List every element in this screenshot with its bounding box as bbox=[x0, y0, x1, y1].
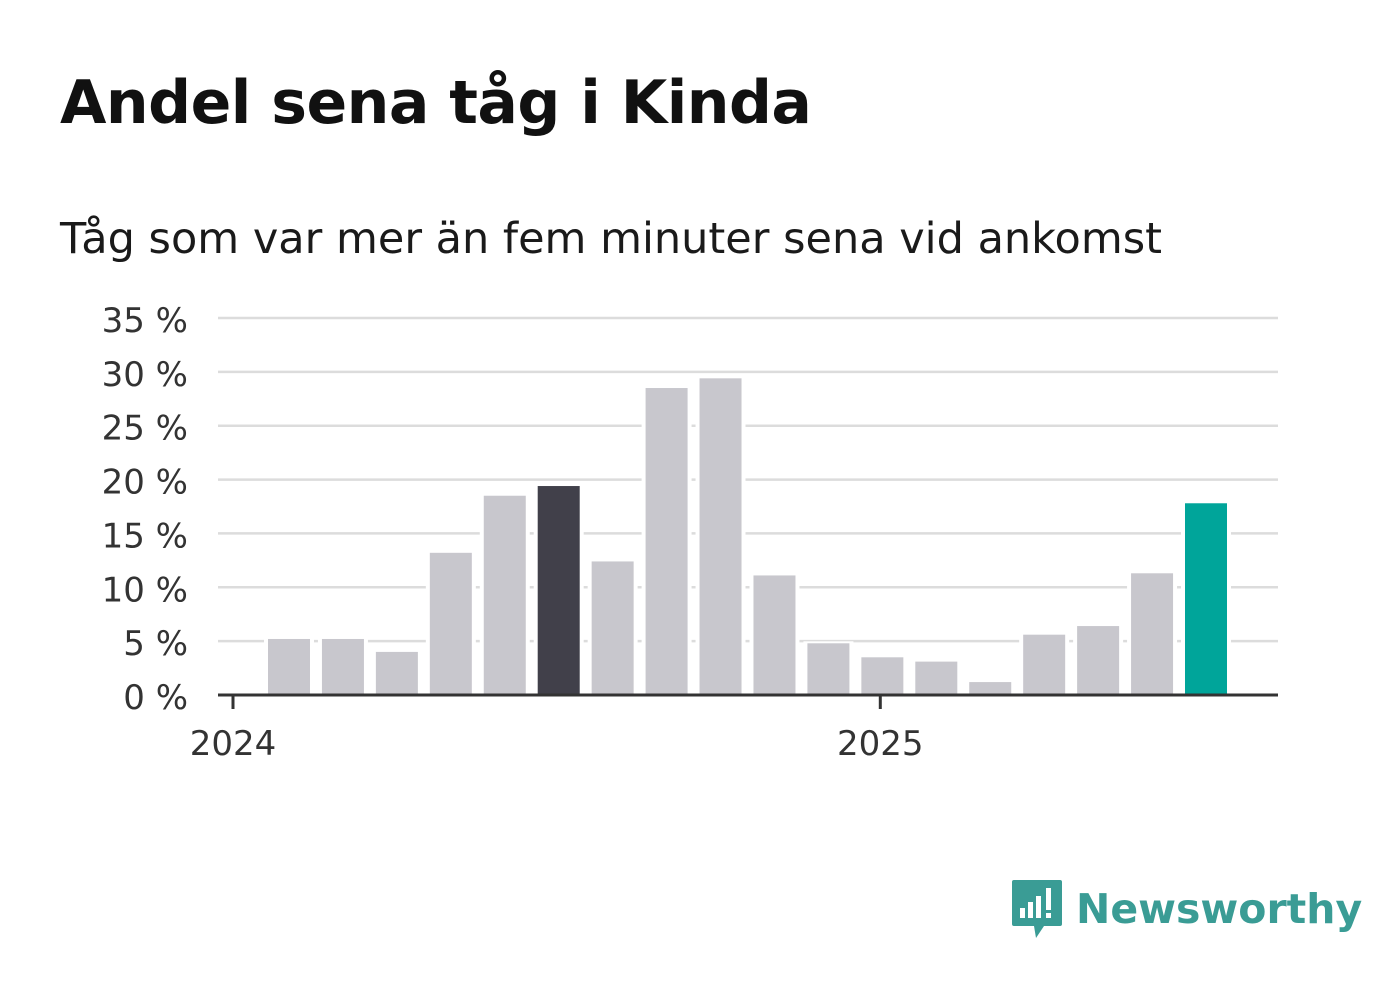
x-axis: 2024 2025 bbox=[190, 693, 1278, 764]
bar bbox=[1131, 573, 1174, 695]
bar bbox=[699, 378, 742, 695]
bar bbox=[429, 552, 472, 695]
y-tick-label: 30 % bbox=[102, 355, 188, 395]
bar bbox=[753, 575, 796, 695]
y-tick-label: 20 % bbox=[102, 463, 188, 503]
brand: Newsworthy bbox=[1010, 878, 1362, 940]
bar bbox=[1185, 503, 1227, 695]
grid-lines bbox=[218, 316, 1278, 643]
y-tick-label: 15 % bbox=[102, 516, 188, 556]
y-tick-label: 35 % bbox=[102, 301, 188, 341]
y-tick-label: 25 % bbox=[102, 409, 188, 449]
bars bbox=[264, 376, 1231, 695]
bar bbox=[375, 651, 418, 695]
newsworthy-logo-icon bbox=[1012, 880, 1062, 938]
bar bbox=[537, 486, 580, 695]
bar bbox=[969, 682, 1012, 695]
bar bbox=[807, 643, 850, 695]
bar bbox=[1077, 626, 1120, 695]
bar bbox=[915, 661, 958, 695]
bar bbox=[591, 561, 634, 695]
y-tick-label: 10 % bbox=[102, 570, 188, 610]
bar bbox=[483, 495, 526, 695]
y-axis-labels: 0 % 5 % 10 % 15 % 20 % 25 % 30 % 35 % bbox=[102, 301, 188, 718]
bar bbox=[1023, 634, 1066, 695]
bar bbox=[645, 388, 688, 695]
bar bbox=[861, 657, 904, 695]
y-tick-label: 0 % bbox=[123, 678, 188, 718]
bar bbox=[321, 638, 364, 695]
chart-subtitle: Tåg som var mer än fem minuter sena vid … bbox=[60, 214, 1163, 264]
brand-name: Newsworthy bbox=[1076, 885, 1363, 933]
bar bbox=[268, 638, 310, 695]
x-tick-label: 2024 bbox=[190, 724, 277, 764]
chart-title: Andel sena tåg i Kinda bbox=[60, 68, 812, 138]
y-tick-label: 5 % bbox=[123, 624, 188, 664]
x-tick-label: 2025 bbox=[837, 724, 924, 764]
